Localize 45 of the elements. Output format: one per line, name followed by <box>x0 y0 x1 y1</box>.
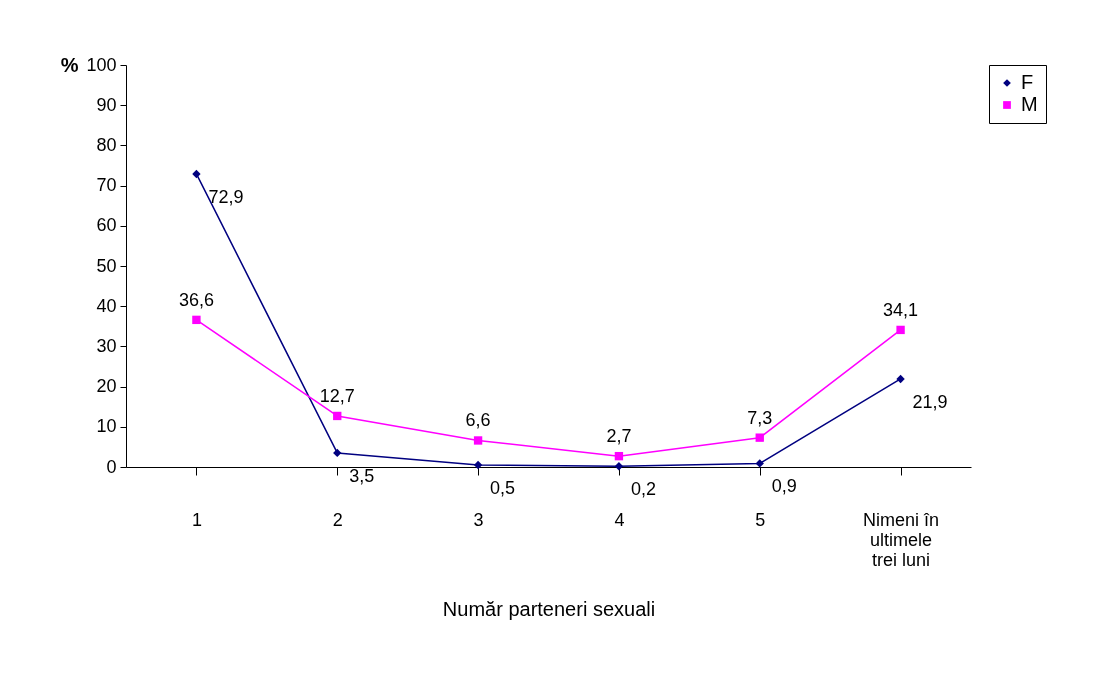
data-label: 0,2 <box>630 479 656 500</box>
data-label: 3,5 <box>349 465 375 486</box>
data-label: 2,7 <box>606 426 632 447</box>
legend-label: F <box>1021 71 1034 93</box>
y-tick-label: 30 <box>96 335 117 356</box>
data-label: 0,5 <box>490 477 516 498</box>
y-tick-label: 80 <box>96 134 117 155</box>
data-label: 0,9 <box>771 476 797 497</box>
point <box>473 460 483 470</box>
point <box>192 315 201 325</box>
y-tick-label: 10 <box>96 416 117 437</box>
point <box>755 433 764 442</box>
x-tick-label: Nimeni în ultimele trei luni <box>863 509 940 570</box>
point <box>614 451 624 461</box>
y-tick-label: 40 <box>96 295 117 316</box>
y-tick-label: 20 <box>96 376 117 397</box>
x-tick-label: 2 <box>332 509 343 530</box>
y-tick-label: 100 <box>86 54 117 75</box>
y-tick-label: 90 <box>96 94 117 115</box>
y-tick-label: 70 <box>96 175 117 196</box>
data-label: 6,6 <box>465 410 491 431</box>
legend-label: M <box>1021 93 1038 115</box>
x-axis-title: Număr parteneri sexuali <box>442 597 656 620</box>
y-tick-label: 60 <box>96 215 117 236</box>
point <box>333 411 342 421</box>
data-label: 21,9 <box>912 391 948 412</box>
point <box>614 462 624 471</box>
point <box>896 374 905 384</box>
y-tick-label: 0 <box>106 456 117 477</box>
x-tick-label: 1 <box>191 509 202 530</box>
data-label: 7,3 <box>747 407 773 428</box>
point <box>333 448 342 458</box>
y-axis-title: % <box>60 53 79 76</box>
x-tick-label: 5 <box>755 509 766 530</box>
y-tick-label: 50 <box>96 255 117 276</box>
point <box>473 436 483 445</box>
data-label: 36,6 <box>178 289 214 310</box>
data-label: 12,7 <box>319 385 355 406</box>
x-tick-label: 3 <box>473 509 484 530</box>
point <box>192 169 201 179</box>
point <box>896 325 905 335</box>
data-label: 72,9 <box>208 186 244 207</box>
x-tick-label: 4 <box>614 509 625 530</box>
data-label: 34,1 <box>883 299 919 320</box>
point <box>755 459 764 468</box>
